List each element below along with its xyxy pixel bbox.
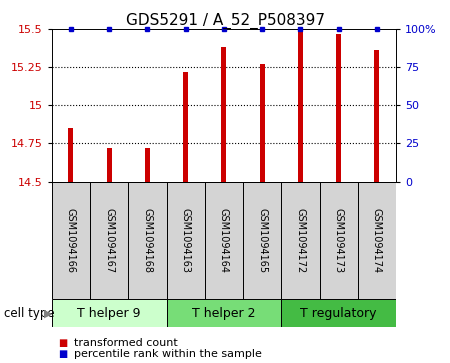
Bar	[107, 148, 112, 182]
Text: percentile rank within the sample: percentile rank within the sample	[74, 349, 262, 359]
Bar	[166, 299, 281, 327]
Text: T helper 9: T helper 9	[77, 307, 141, 320]
Bar	[205, 182, 243, 299]
Bar	[68, 128, 73, 182]
Text: transformed count: transformed count	[74, 338, 178, 348]
Text: GSM1094165: GSM1094165	[257, 208, 267, 273]
Bar	[336, 34, 341, 182]
Bar	[298, 29, 303, 182]
Bar	[145, 148, 150, 182]
Bar	[320, 182, 358, 299]
Bar	[90, 182, 128, 299]
Text: T regulatory: T regulatory	[301, 307, 377, 320]
Bar	[358, 182, 396, 299]
Bar	[281, 182, 320, 299]
Text: GSM1094173: GSM1094173	[333, 208, 344, 273]
Bar	[52, 299, 166, 327]
Bar	[243, 182, 281, 299]
Text: GSM1094166: GSM1094166	[66, 208, 76, 273]
Bar	[260, 64, 265, 182]
Bar	[166, 182, 205, 299]
Text: T helper 2: T helper 2	[192, 307, 256, 320]
Text: GDS5291 / A_52_P508397: GDS5291 / A_52_P508397	[126, 13, 324, 29]
Text: GSM1094168: GSM1094168	[142, 208, 153, 273]
Text: cell type: cell type	[4, 307, 55, 320]
Bar	[221, 47, 226, 182]
Bar	[52, 182, 90, 299]
Text: ▶: ▶	[44, 309, 52, 318]
Bar	[374, 50, 379, 182]
Bar	[128, 182, 166, 299]
Text: ■: ■	[58, 338, 68, 348]
Text: GSM1094167: GSM1094167	[104, 208, 114, 273]
Text: GSM1094164: GSM1094164	[219, 208, 229, 273]
Bar	[281, 299, 396, 327]
Bar	[183, 72, 188, 182]
Text: ■: ■	[58, 349, 68, 359]
Text: GSM1094172: GSM1094172	[295, 208, 306, 273]
Text: GSM1094174: GSM1094174	[372, 208, 382, 273]
Text: GSM1094163: GSM1094163	[180, 208, 191, 273]
